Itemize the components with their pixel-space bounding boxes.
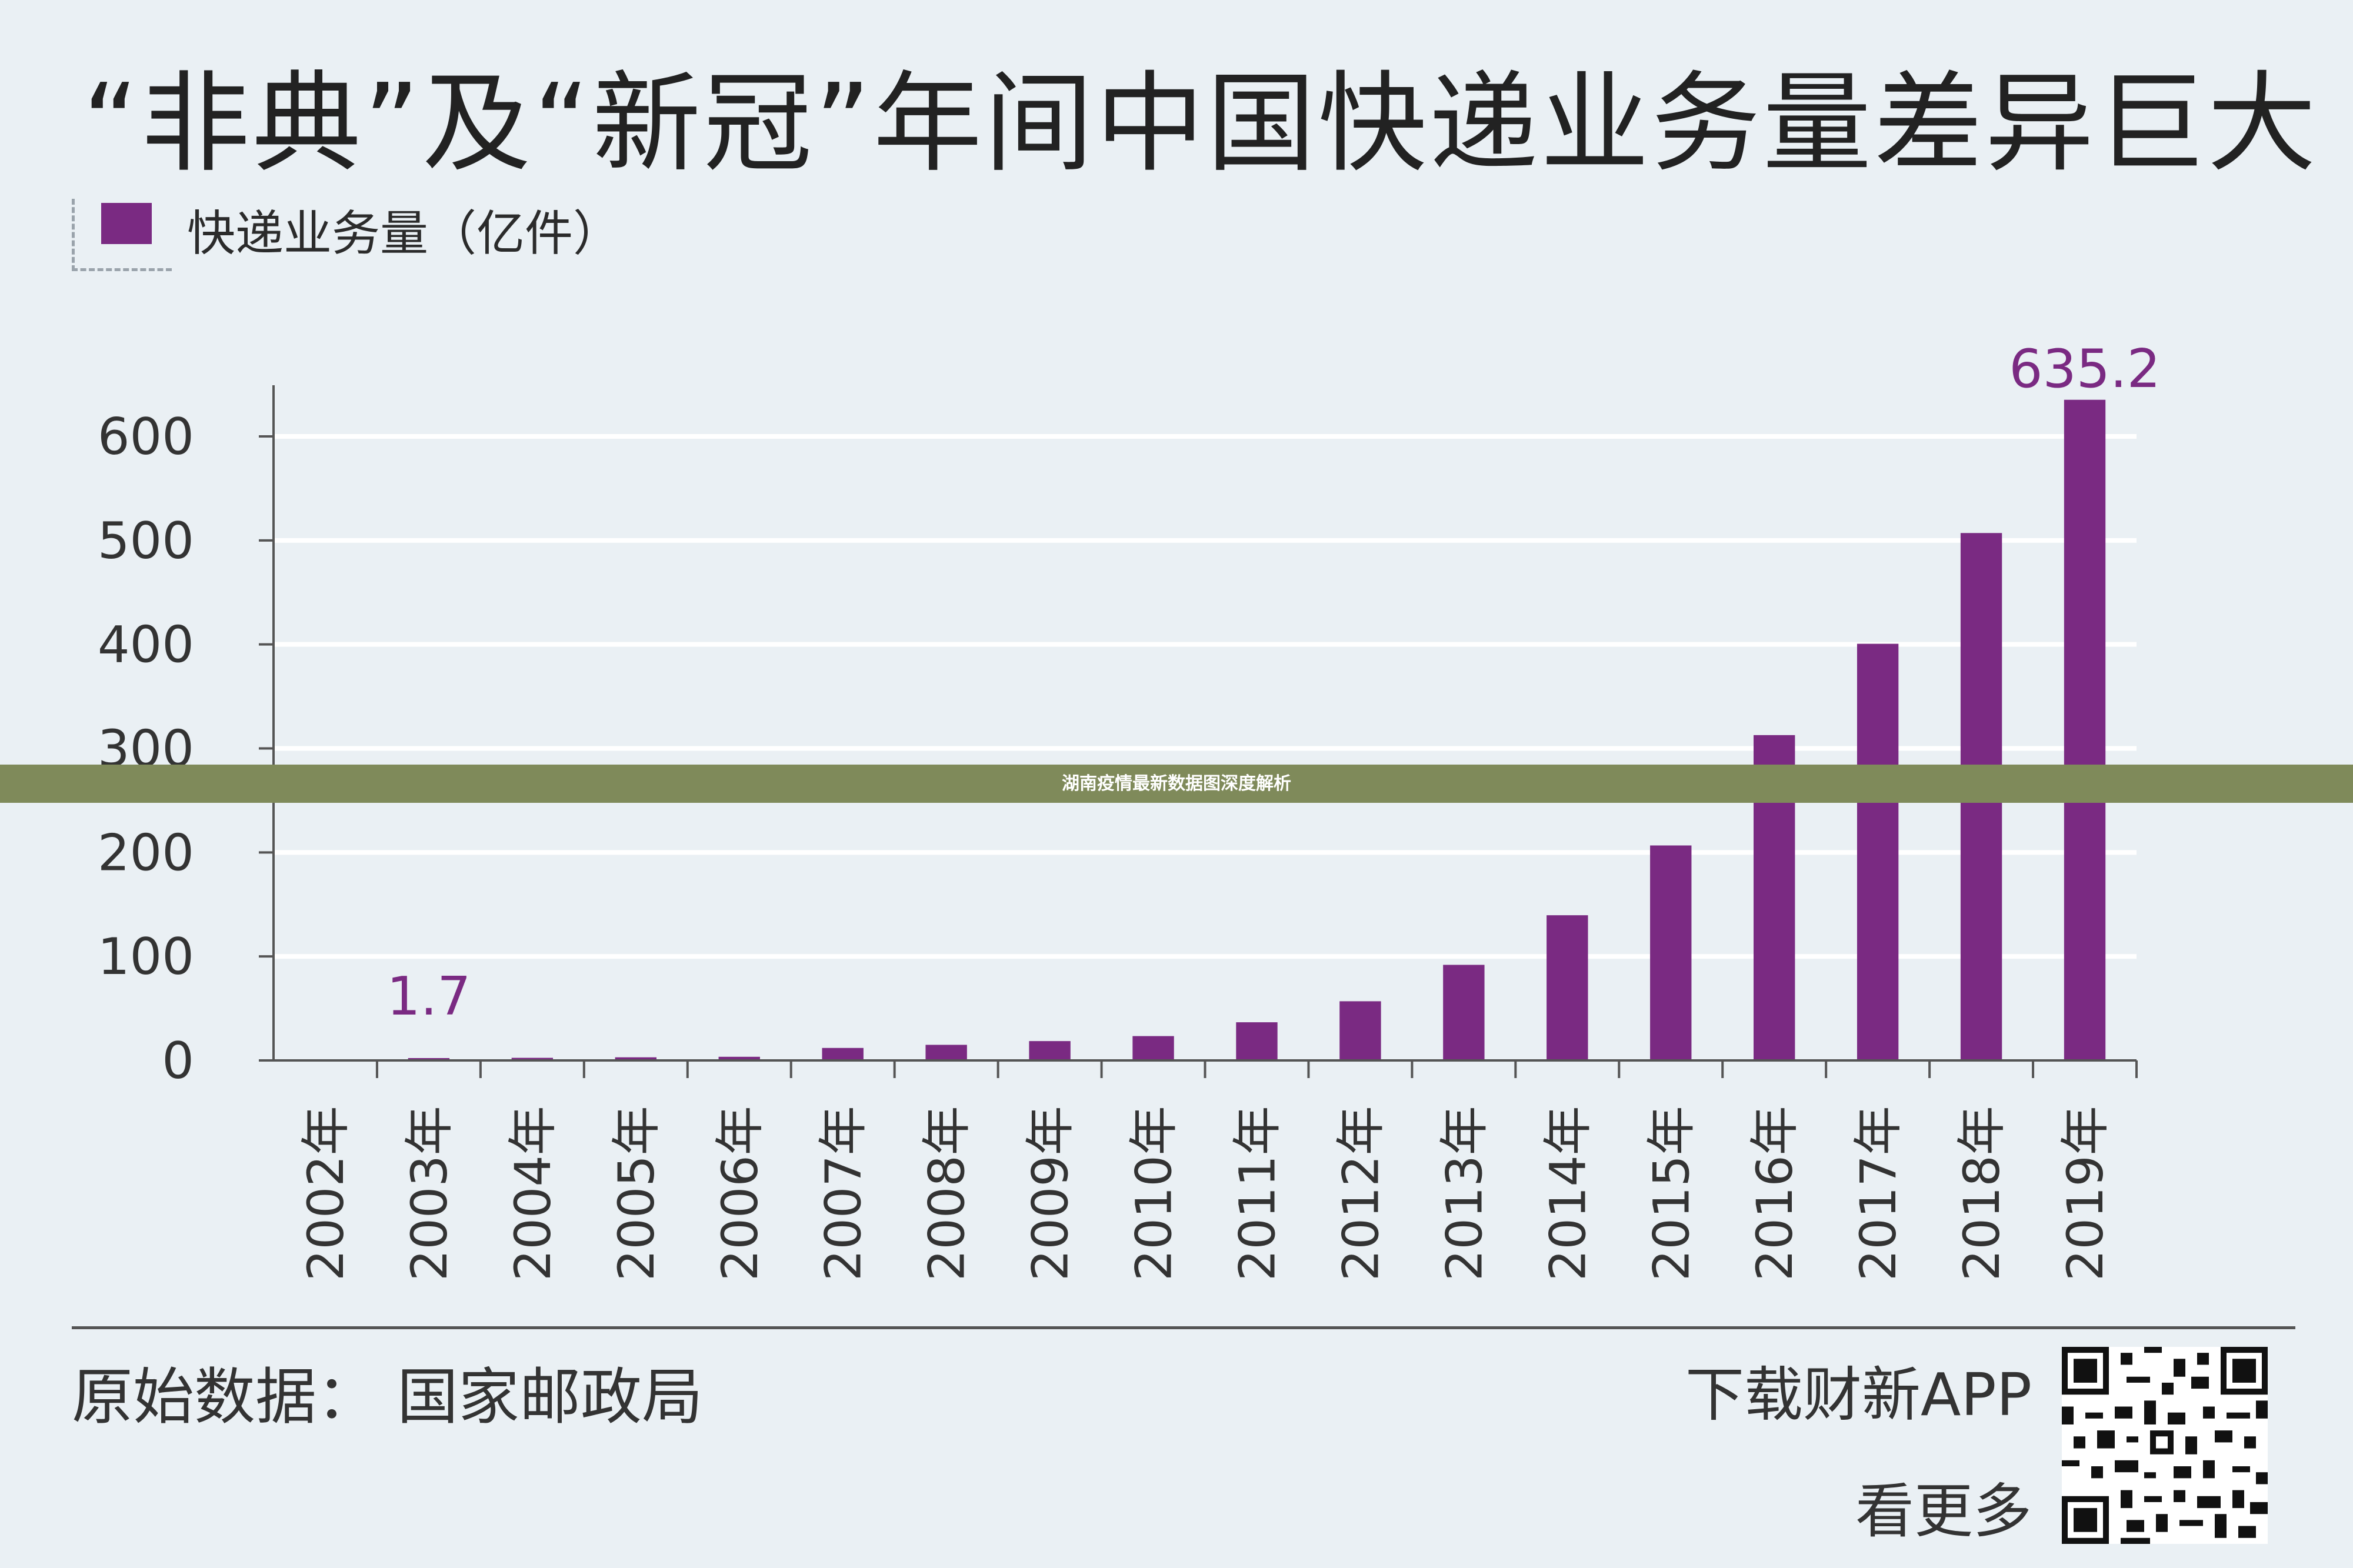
x-tick-labels: 2002年 2003年 2004年 2005年 2006年 2007年 2008年 2009年… xyxy=(297,1106,2114,1281)
data-labels: 1.7 635.2 xyxy=(386,338,2161,1027)
chart-title: “非典”及“新冠”年间中国快递业务量差异巨大 xyxy=(82,60,2319,187)
x-tick-label: 2016年 xyxy=(1746,1106,1804,1281)
bar xyxy=(1339,1001,1381,1060)
y-tick-label: 200 xyxy=(98,823,194,882)
x-tick-label: 2005年 xyxy=(608,1106,665,1281)
x-tick-label: 2011年 xyxy=(1228,1106,1286,1281)
footer-divider xyxy=(72,1326,2295,1329)
legend-swatch xyxy=(101,203,152,244)
y-tick-label: 500 xyxy=(98,512,194,571)
bar xyxy=(1547,915,1588,1060)
bars xyxy=(408,399,2106,1060)
see-more-text[interactable]: 看更多 xyxy=(1855,1477,2032,1546)
caption-banner xyxy=(0,765,2353,803)
axes xyxy=(259,385,2138,1078)
x-tick-label: 2014年 xyxy=(1539,1106,1597,1281)
x-tick-label: 2002年 xyxy=(297,1106,355,1281)
x-tick-label: 2012年 xyxy=(1332,1106,1389,1281)
download-app-text[interactable]: 下载财新APP xyxy=(1685,1360,2032,1429)
x-tick-label: 2004年 xyxy=(504,1106,562,1281)
x-tick-label: 2009年 xyxy=(1022,1106,1079,1281)
bar xyxy=(925,1045,967,1060)
data-label: 635.2 xyxy=(2009,338,2161,400)
bar xyxy=(1857,643,1899,1060)
bar xyxy=(822,1047,864,1060)
x-tick-label: 2003年 xyxy=(401,1106,458,1281)
bar xyxy=(1236,1022,1278,1060)
x-tick-label: 2017年 xyxy=(1849,1106,1907,1281)
qr-code-icon[interactable] xyxy=(2062,1347,2268,1544)
legend-box xyxy=(72,199,172,271)
legend-label: 快递业务量（亿件） xyxy=(187,206,622,262)
bar xyxy=(511,1057,554,1060)
x-tick-label: 2007年 xyxy=(815,1106,872,1281)
x-tick-label: 2013年 xyxy=(1435,1106,1493,1281)
bar xyxy=(1132,1036,1174,1060)
x-tick-label: 2019年 xyxy=(2057,1106,2114,1281)
x-tick-label: 2018年 xyxy=(1953,1106,2011,1281)
x-tick-label: 2006年 xyxy=(711,1106,769,1281)
bar xyxy=(1650,845,1692,1060)
y-tick-label: 600 xyxy=(98,408,194,466)
x-tick-label: 2015年 xyxy=(1642,1106,1700,1281)
bar xyxy=(2064,399,2106,1060)
y-tick-label: 0 xyxy=(162,1032,194,1090)
bar xyxy=(615,1057,656,1060)
x-tick-label: 2010年 xyxy=(1125,1106,1183,1281)
y-tick-label: 400 xyxy=(98,616,194,675)
bar xyxy=(1029,1041,1071,1060)
source-note: 原始数据： 国家邮政局 xyxy=(72,1361,704,1433)
grid-lines xyxy=(259,434,2137,1062)
bar xyxy=(718,1056,760,1060)
data-label: 1.7 xyxy=(386,966,471,1027)
y-tick-label: 100 xyxy=(98,928,194,986)
bar xyxy=(1443,965,1485,1060)
x-tick-label: 2008年 xyxy=(918,1106,976,1281)
caption-banner-text: 湖南疫情最新数据图深度解析 xyxy=(1062,773,1291,794)
